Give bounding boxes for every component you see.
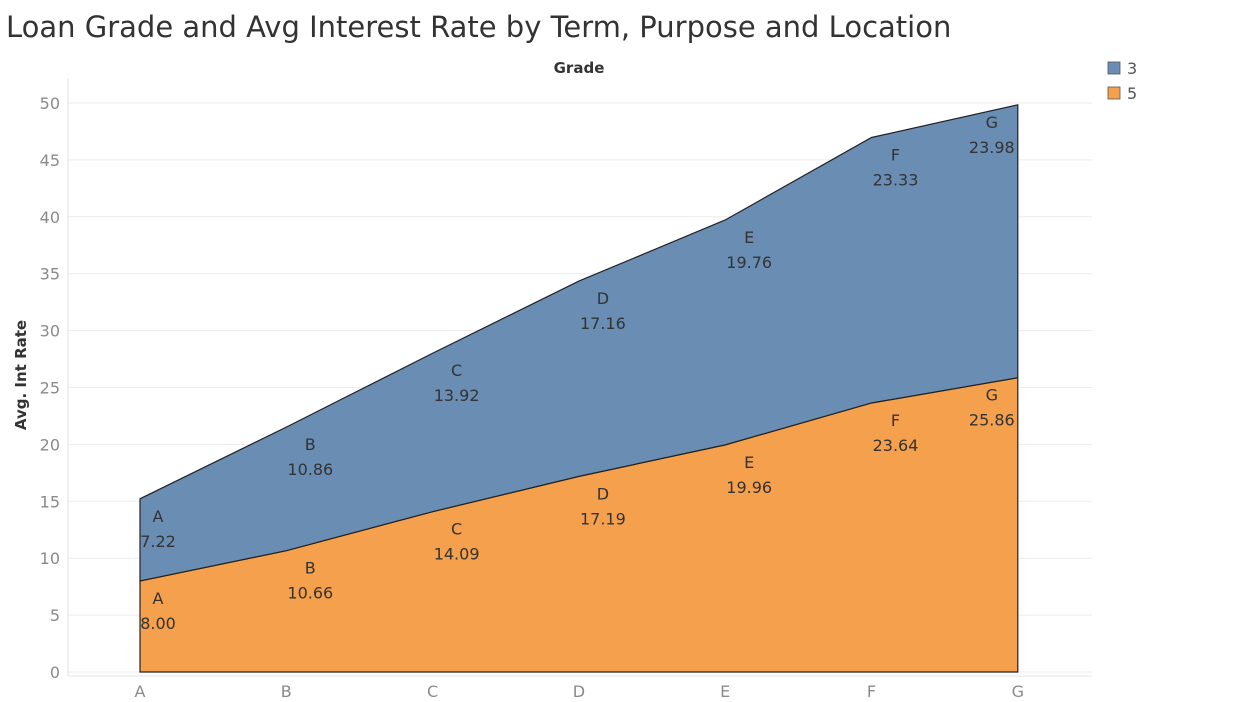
data-label-category-5: C — [451, 520, 462, 539]
chart-title: Loan Grade and Avg Interest Rate by Term… — [6, 10, 952, 44]
data-label-value-5: 17.19 — [580, 509, 626, 528]
x-tick-label: F — [867, 682, 876, 701]
legend-item-5[interactable]: 5 — [1107, 84, 1137, 103]
data-label-value-3: 7.22 — [140, 532, 176, 551]
x-tick-label: C — [427, 682, 438, 701]
data-label-value-5: 10.66 — [287, 584, 333, 603]
y-tick-label: 0 — [50, 663, 60, 682]
data-label-value-3: 23.98 — [969, 138, 1015, 157]
legend-swatch — [1107, 86, 1121, 100]
data-label-category-3: C — [451, 361, 462, 380]
data-label-value-5: 25.86 — [969, 411, 1015, 430]
data-label-category-5: E — [744, 453, 754, 472]
y-tick-label: 30 — [40, 322, 60, 341]
y-tick-label: 5 — [50, 606, 60, 625]
data-label-value-5: 8.00 — [140, 614, 176, 633]
legend-item-3[interactable]: 3 — [1107, 59, 1137, 78]
data-label-category-5: B — [305, 559, 316, 578]
data-label-value-3: 10.86 — [287, 460, 333, 479]
x-tick-label: A — [135, 682, 146, 701]
data-label-value-3: 19.76 — [726, 253, 772, 272]
area-series — [139, 104, 1019, 673]
data-label-value-3: 13.92 — [434, 386, 480, 405]
legend-swatch — [1107, 61, 1121, 75]
y-tick-label: 25 — [40, 379, 60, 398]
data-label-category-3: A — [153, 507, 164, 526]
x-tick-label: D — [573, 682, 585, 701]
data-label-category-3: F — [891, 145, 900, 164]
legend-label: 5 — [1127, 84, 1137, 103]
x-tick-label: E — [720, 682, 730, 701]
axes: 0 5 10 15 20 25 30 35 40 45 50 A B C D E F G Grade Avg. Int… — [12, 59, 1092, 701]
data-label-value-5: 19.96 — [726, 478, 772, 497]
data-label-category-5: D — [597, 484, 609, 503]
data-label-value-3: 17.16 — [580, 314, 626, 333]
data-label-value-5: 14.09 — [434, 545, 480, 564]
data-label-category-5: G — [986, 386, 998, 405]
y-tick-label: 20 — [40, 435, 60, 454]
data-label-value-3: 23.33 — [873, 170, 919, 189]
y-tick-label: 10 — [40, 549, 60, 568]
x-axis-title: Grade — [554, 59, 605, 77]
area-series-3 — [139, 104, 1019, 582]
data-label-category-3: B — [305, 435, 316, 454]
y-tick-label: 40 — [40, 208, 60, 227]
data-label-category-3: E — [744, 228, 754, 247]
y-tick-label: 15 — [40, 492, 60, 511]
legend-label: 3 — [1127, 59, 1137, 78]
y-tick-label: 35 — [40, 265, 60, 284]
data-label-value-5: 23.64 — [873, 436, 919, 455]
data-label-category-5: A — [153, 589, 164, 608]
x-tick-label: B — [281, 682, 292, 701]
data-label-category-5: F — [891, 411, 900, 430]
legend[interactable]: 35 — [1107, 59, 1137, 103]
y-tick-label: 45 — [40, 151, 60, 170]
data-label-category-3: G — [986, 113, 998, 132]
data-label-category-3: D — [597, 289, 609, 308]
y-tick-label: 50 — [40, 94, 60, 113]
x-tick-label: G — [1012, 682, 1024, 701]
data-labels: A 8.00 A 7.22 B 10.66 B 10.86 C 14.09 C 13.92 D 17.19… — [140, 113, 1015, 633]
y-axis-title: Avg. Int Rate — [12, 320, 30, 430]
